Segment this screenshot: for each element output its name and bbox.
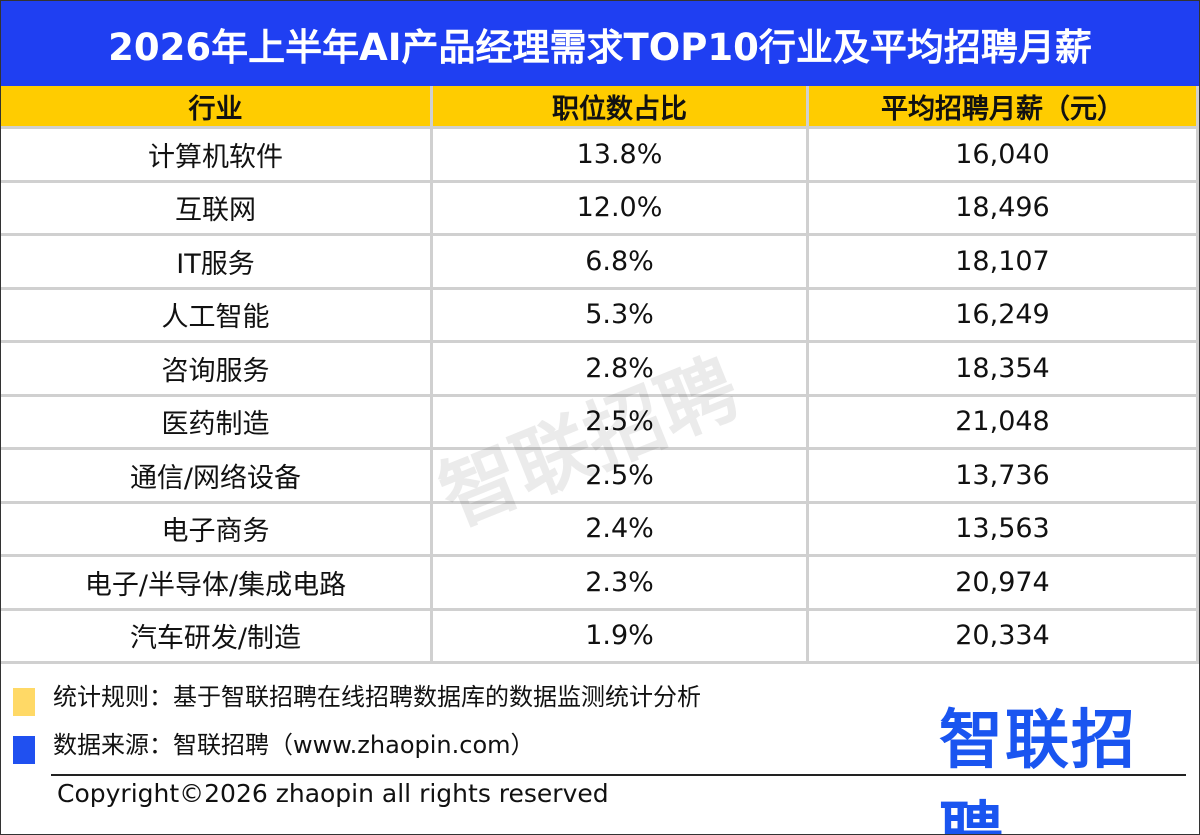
table-cell: 18,354 <box>809 343 1199 397</box>
table-cell: 医药制造 <box>1 396 433 450</box>
table-cell: IT服务 <box>1 236 433 290</box>
table-cell: 13,563 <box>809 503 1199 557</box>
header-cell: 职位数占比 <box>433 86 809 129</box>
table-cell: 2.4% <box>433 503 809 557</box>
table-cell: 2.8% <box>433 343 809 397</box>
table-cell: 18,107 <box>809 236 1199 290</box>
copyright: Copyright©2026 zhaopin all rights reserv… <box>57 779 609 808</box>
table-cell: 通信/网络设备 <box>1 450 433 504</box>
table-cell: 13,736 <box>809 450 1199 504</box>
divider <box>51 774 1186 776</box>
table-cell: 咨询服务 <box>1 343 433 397</box>
table-cell: 电子商务 <box>1 503 433 557</box>
table-cell: 21,048 <box>809 396 1199 450</box>
note-marker <box>13 736 35 764</box>
table-cell: 16,040 <box>809 129 1199 183</box>
table-cell: 人工智能 <box>1 289 433 343</box>
table-cell: 16,249 <box>809 289 1199 343</box>
note: 统计规则：基于智联招聘在线招聘数据库的数据监测统计分析 <box>53 683 701 711</box>
title: 2026年上半年AI产品经理需求TOP10行业及平均招聘月薪 <box>1 1 1199 86</box>
table-cell: 18,496 <box>809 182 1199 236</box>
note-marker <box>13 688 35 716</box>
table-cell: 6.8% <box>433 236 809 290</box>
table-cell: 12.0% <box>433 182 809 236</box>
logo: 智联招聘 <box>939 704 1137 835</box>
table-cell: 汽车研发/制造 <box>1 610 433 664</box>
table-cell: 2.5% <box>433 396 809 450</box>
table-cell: 2.5% <box>433 450 809 504</box>
table-cell: 1.9% <box>433 610 809 664</box>
table-cell: 计算机软件 <box>1 129 433 183</box>
table-cell: 电子/半导体/集成电路 <box>1 557 433 611</box>
table-cell: 20,974 <box>809 557 1199 611</box>
header-cell: 行业 <box>1 86 433 129</box>
note: 数据来源：智联招聘（www.zhaopin.com） <box>53 731 535 759</box>
table-cell: 互联网 <box>1 182 433 236</box>
table-cell: 2.3% <box>433 557 809 611</box>
table-cell: 13.8% <box>433 129 809 183</box>
table-cell: 20,334 <box>809 610 1199 664</box>
header-cell: 平均招聘月薪（元） <box>809 86 1199 129</box>
table-cell: 5.3% <box>433 289 809 343</box>
